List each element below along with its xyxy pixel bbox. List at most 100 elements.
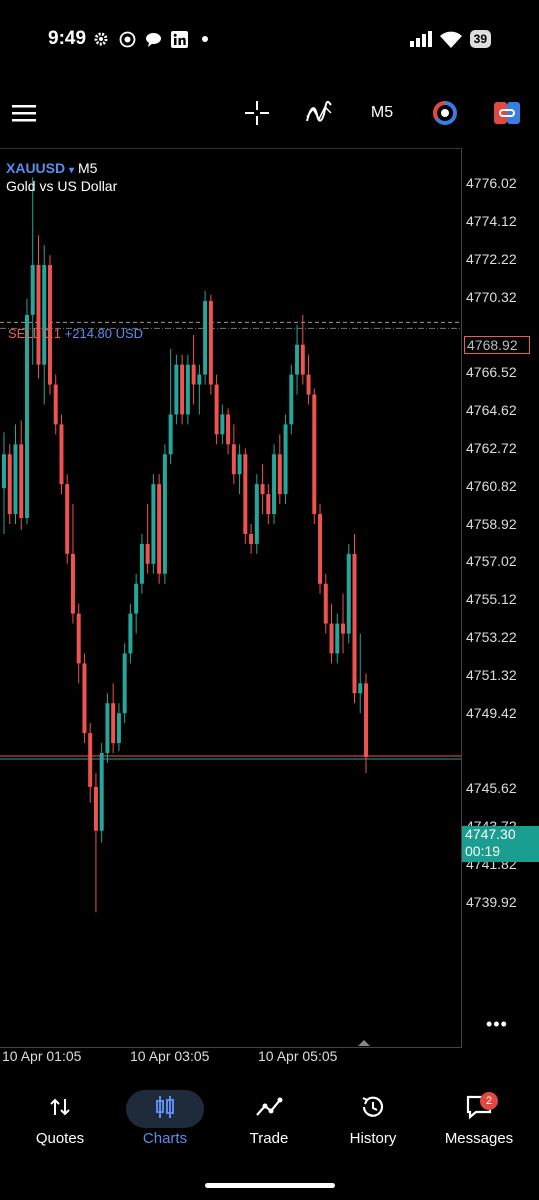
candle-body [295, 344, 300, 375]
candle-body [226, 414, 231, 445]
notification-icons [92, 30, 214, 48]
indicators-button[interactable] [303, 88, 335, 138]
nav-charts[interactable]: Charts [115, 1080, 215, 1160]
candle [260, 464, 265, 515]
candle-body [364, 683, 368, 758]
candle-body [19, 444, 24, 519]
sell-position-label[interactable]: SELL 0.1 +214.80 USD [8, 326, 143, 341]
chart-canvas[interactable] [0, 148, 462, 1048]
candle-body [151, 484, 156, 564]
candle [346, 543, 351, 644]
candle [65, 474, 70, 564]
price-tick: 4749.42 [466, 704, 517, 721]
price-tick: 4760.82 [466, 477, 517, 494]
candlestick-chart[interactable] [0, 149, 461, 1047]
candle [168, 348, 173, 465]
candle [151, 474, 156, 574]
candle-body [358, 683, 363, 694]
candle [128, 603, 133, 664]
candle-body [254, 484, 259, 544]
nav-quotes[interactable]: Quotes [10, 1080, 110, 1160]
battery-indicator: 39 [469, 30, 491, 48]
menu-button[interactable] [8, 88, 40, 138]
candle [323, 573, 328, 634]
messages-badge: 2 [480, 1092, 498, 1110]
candle [7, 444, 12, 524]
candle [272, 444, 277, 524]
more-options-button[interactable]: ••• [486, 1014, 508, 1034]
candle [122, 643, 127, 724]
chart-toolbar: M5 [0, 88, 539, 138]
candle [180, 354, 185, 425]
price-tick: 4755.12 [466, 591, 517, 608]
candle [249, 523, 254, 554]
candle [24, 298, 29, 524]
time-tick: 10 Apr 01:05 [2, 1048, 82, 1064]
candle [88, 723, 93, 803]
history-icon [323, 1088, 423, 1126]
symbol-dropdown-icon[interactable]: ▾ [69, 165, 75, 176]
candle [99, 743, 104, 843]
symbol-name[interactable]: XAUUSD [6, 160, 66, 176]
system-icons: 39 [409, 30, 491, 48]
candle [203, 290, 208, 385]
signal-icon [409, 30, 432, 48]
candle [300, 314, 305, 385]
price-tick: 4745.62 [466, 780, 517, 797]
nav-messages[interactable]: Messages [429, 1080, 529, 1160]
candle [36, 235, 41, 379]
candle [191, 334, 196, 405]
time-axis: 10 Apr 01:05 10 Apr 03:05 10 Apr 05:05 [0, 1046, 461, 1070]
nav-trade[interactable]: Trade [219, 1080, 319, 1160]
bar-countdown: 00:19 [465, 843, 501, 859]
candle-body [249, 533, 254, 544]
candle [312, 388, 317, 524]
nav-history[interactable]: History [323, 1080, 423, 1160]
candle-body [352, 553, 357, 694]
symbol-header: XAUUSD ▾ M5 [6, 160, 97, 176]
candle-body [220, 414, 225, 435]
timeframe-button[interactable]: M5 [364, 88, 400, 138]
price-axis: 4776.02 4774.12 4772.22 4770.32 4766.52 4764.… [462, 148, 539, 1046]
candle [93, 772, 98, 913]
candle [197, 364, 202, 415]
home-indicator[interactable] [205, 1183, 335, 1188]
candle-body [30, 265, 35, 315]
one-click-trading-button[interactable] [430, 88, 460, 138]
candle-body [289, 374, 294, 425]
candle [13, 424, 18, 524]
status-time: 9:49 [48, 28, 87, 49]
candle [19, 420, 24, 530]
candle-body [272, 454, 277, 515]
candle [335, 613, 340, 664]
candle [231, 424, 236, 485]
candle [364, 673, 368, 773]
chat-icon [144, 30, 162, 48]
candle-body [36, 265, 41, 365]
candle [220, 404, 225, 445]
price-tick: 4764.62 [466, 402, 517, 419]
candle-body [318, 514, 323, 584]
candle-body [174, 364, 179, 415]
trading-toggle-icon [433, 101, 457, 125]
whatsapp-icon [118, 30, 136, 48]
candle [76, 603, 81, 684]
active-tab-indicator [126, 1090, 204, 1128]
candle-body [335, 623, 340, 654]
candle-body [203, 300, 208, 375]
nav-label-messages: Messages [444, 1130, 514, 1147]
candle [283, 414, 288, 505]
candle-body [300, 344, 305, 375]
crosshair-button[interactable] [242, 88, 272, 138]
candle-body [99, 753, 104, 831]
candle-body [197, 374, 202, 385]
price-tick: 4757.02 [466, 553, 517, 570]
candle-body [266, 494, 271, 515]
price-tick: 4770.32 [466, 288, 517, 305]
candle-body [111, 703, 116, 744]
nav-label-trade: Trade [249, 1130, 289, 1147]
new-order-button[interactable] [492, 88, 522, 138]
current-price: 4747.30 [465, 826, 516, 842]
candle-body [157, 484, 162, 574]
time-tick: 10 Apr 05:05 [258, 1048, 338, 1064]
